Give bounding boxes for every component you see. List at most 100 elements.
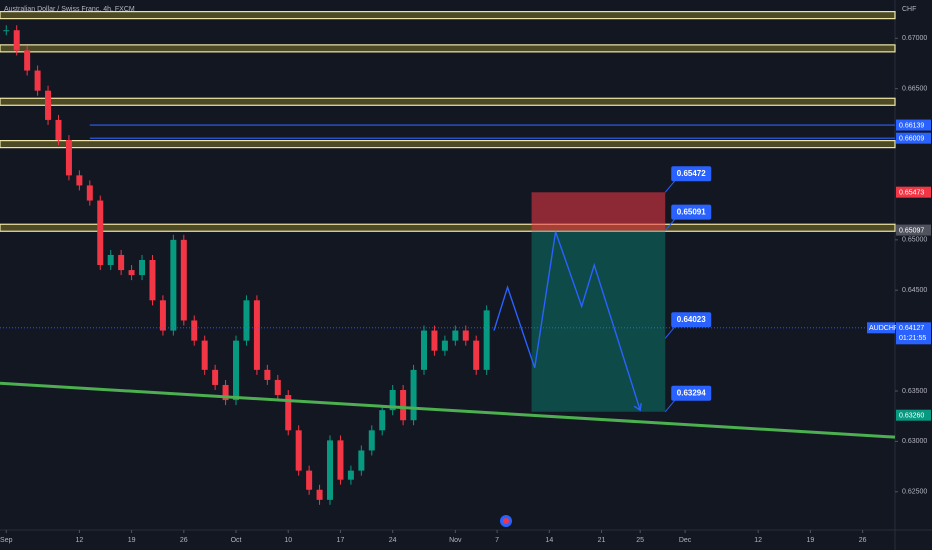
zone: [0, 44, 896, 53]
candle-body: [118, 254, 125, 271]
x-tick-label: 17: [337, 537, 345, 544]
callout-box: [671, 312, 712, 328]
trendline: [0, 381, 896, 439]
y-tick-label: 0.62500: [902, 489, 927, 496]
callout-box: [671, 166, 712, 182]
x-tick-label: 19: [128, 537, 136, 544]
candle-body: [34, 70, 41, 91]
x-tick-label: 12: [754, 537, 762, 544]
candle-body: [483, 310, 490, 370]
y-tick-label: 0.67000: [902, 35, 927, 42]
current-price-label: 0.64127: [899, 325, 924, 332]
symbol-box: [867, 322, 895, 334]
x-tick-label: 7: [495, 537, 499, 544]
x-tick-label: 26: [180, 537, 188, 544]
callout-label: 0.65472: [677, 169, 706, 178]
x-tick-label: 14: [545, 537, 553, 544]
candle-body: [149, 260, 156, 301]
candle-body: [65, 140, 72, 176]
candle-body: [86, 185, 93, 201]
x-tick-label: 21: [598, 537, 606, 544]
zone: [0, 140, 896, 149]
candle-body: [212, 369, 219, 385]
candle-body: [410, 369, 417, 421]
candle-body: [139, 260, 146, 276]
price-label-box: [896, 119, 931, 131]
event-icon-dot: [503, 518, 509, 524]
candle-body: [170, 239, 177, 331]
stop-zone: [531, 192, 666, 231]
candle-body: [243, 300, 250, 341]
candle-body: [55, 119, 62, 141]
candle-body: [274, 379, 281, 396]
price-label-box: [896, 186, 931, 198]
candle-body: [306, 470, 313, 490]
y-tick-label: 0.65000: [902, 237, 927, 244]
callout-label: 0.64023: [677, 315, 706, 324]
candle-body: [180, 239, 187, 321]
projection-path: [493, 231, 641, 411]
symbol-title: Australian Dollar / Swiss Franc, 4h, FXC…: [4, 6, 135, 13]
candle-body: [97, 200, 104, 266]
price-label: 0.66009: [899, 136, 924, 143]
candle-body: [358, 450, 365, 471]
callout-box: [671, 385, 712, 401]
candle-body: [264, 369, 271, 380]
candle-body: [128, 270, 135, 276]
symbol-label: AUDCHF: [869, 325, 898, 332]
price-label: 0.66139: [899, 122, 924, 129]
x-tick-label: Oct: [231, 537, 242, 544]
candle-body: [24, 50, 31, 71]
price-label: 0.63260: [899, 413, 924, 420]
x-tick-label: Nov: [449, 537, 462, 544]
price-label-box: [896, 224, 931, 236]
x-tick-label: 26: [859, 537, 867, 544]
candle-body: [462, 330, 469, 341]
projection-arrow: [633, 403, 642, 412]
candle-body: [368, 430, 375, 451]
y-tick-label: 0.66500: [902, 86, 927, 93]
candle-body: [45, 90, 52, 120]
candle-body: [441, 340, 448, 351]
x-tick-label: 25: [636, 537, 644, 544]
candle-body: [389, 390, 396, 411]
x-tick-label: 10: [284, 537, 292, 544]
zone: [0, 97, 896, 106]
candle-body: [431, 330, 438, 351]
candle-body: [13, 30, 20, 51]
candle-body: [285, 395, 292, 431]
candle-body: [337, 440, 344, 480]
zone: [0, 11, 896, 20]
x-tick-label: Sep: [0, 537, 13, 544]
candle-body: [421, 330, 428, 370]
candle-body: [107, 254, 114, 266]
callout-pointer: [664, 218, 676, 231]
countdown-label: 01:21:55: [899, 335, 926, 342]
x-tick-label: 12: [75, 537, 83, 544]
candle-body: [295, 430, 302, 471]
callout-pointer: [664, 325, 676, 339]
candle-body: [379, 410, 386, 431]
callout-label: 0.65091: [677, 207, 706, 216]
candle-body: [327, 440, 334, 500]
price-label-box: [896, 132, 931, 144]
candle-body: [253, 300, 260, 370]
candle-body: [233, 340, 240, 401]
candle-body: [400, 390, 407, 421]
candle-body: [76, 175, 83, 186]
candle-body: [473, 340, 480, 370]
callout-pointer: [664, 399, 676, 413]
price-label: 0.65097: [899, 227, 924, 234]
callout-label: 0.63294: [677, 388, 706, 397]
y-tick-label: 0.63000: [902, 438, 927, 445]
current-price-box: [896, 322, 931, 345]
callout-box: [671, 204, 712, 220]
y-tick-label: 0.64500: [902, 287, 927, 294]
currency: CHF: [902, 6, 916, 13]
target-zone: [531, 230, 666, 412]
price-label-box: [896, 409, 931, 421]
x-tick-label: Dec: [679, 537, 692, 544]
y-tick-label: 0.63500: [902, 388, 927, 395]
x-tick-label: 24: [389, 537, 397, 544]
